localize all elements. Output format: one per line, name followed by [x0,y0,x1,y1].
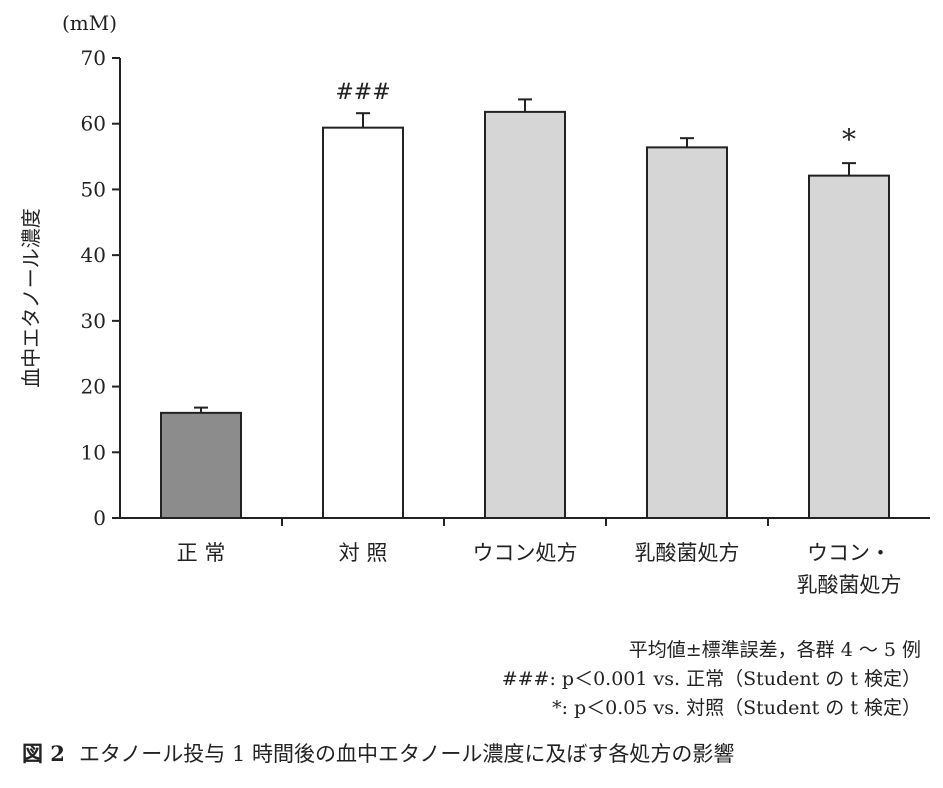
x-tick-label: ウコン処方 [473,541,578,565]
y-tick-label: 60 [81,112,106,136]
x-tick-label: 乳酸菌処方 [635,541,740,565]
x-tick-label: 乳酸菌処方 [797,573,902,597]
bar [646,146,728,519]
y-unit-label: (mM) [62,11,117,35]
y-axis-label: 血中エタノール濃度 [19,208,43,387]
y-tick-label: 20 [81,375,106,399]
note-significance-control: *: p＜0.05 vs. 対照（Student の t 検定） [552,697,921,719]
figure-caption: 図 2 エタノール投与 1 時間後の血中エタノール濃度に及ぼす各処方の影響 [22,738,927,768]
y-tick-label: 50 [81,177,106,201]
note-significance-normal: ###: p＜0.001 vs. 正常（Student の t 検定） [501,668,921,690]
note-mean-sem: 平均値±標準誤差，各群 4 ～ 5 例 [628,639,921,661]
bar [322,126,404,520]
figure-label: 図 2 [22,741,65,766]
y-tick-label: 40 [81,243,106,267]
significance-marker: ### [335,80,390,105]
x-tick-label: 対 照 [339,541,388,565]
bar [808,174,890,519]
bar [160,411,242,520]
bar [484,110,566,519]
x-tick-label: 正 常 [177,541,226,565]
figure-title: エタノール投与 1 時間後の血中エタノール濃度に及ぼす各処方の影響 [78,742,735,766]
y-tick-label: 10 [81,440,106,464]
chart-notes: 平均値±標準誤差，各群 4 ～ 5 例 ###: p＜0.001 vs. 正常（… [321,636,921,723]
y-tick-label: 70 [81,46,106,70]
x-tick-label: ウコン・ [807,541,891,565]
y-tick-label: 30 [81,309,106,333]
significance-marker: * [842,123,856,156]
y-tick-label: 0 [93,506,106,530]
